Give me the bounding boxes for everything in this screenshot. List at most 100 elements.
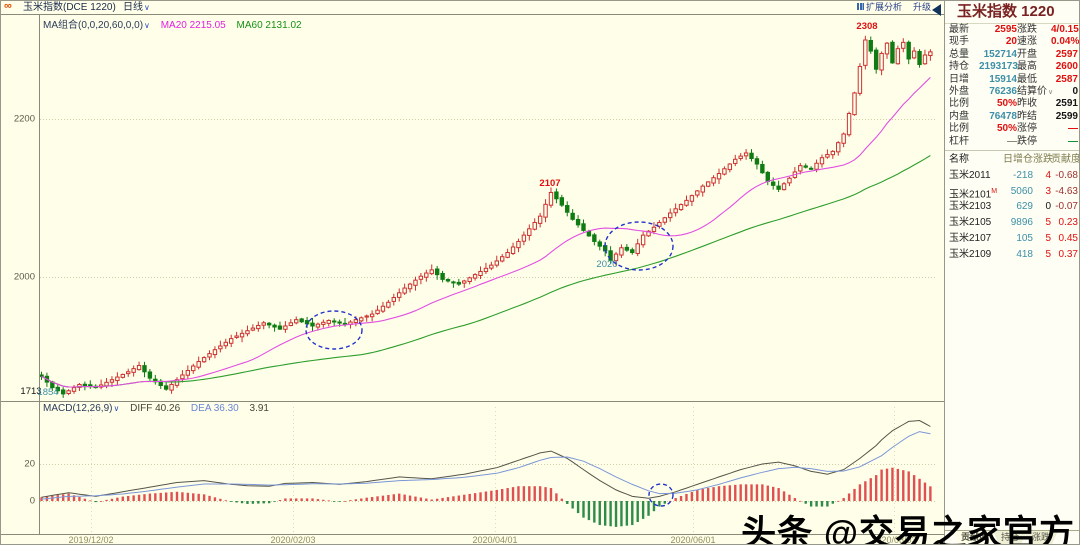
quote-field-value: 50%	[996, 123, 1017, 135]
axis-frame-lines	[1, 14, 944, 535]
period-dropdown[interactable]: 日线∨	[123, 1, 150, 14]
quote-field-value: 152714	[983, 48, 1017, 60]
bar-chart-icon	[857, 3, 864, 10]
quote-row: 杠杆 — 跌停 —	[945, 135, 1079, 148]
chart-titlebar: ∞ 玉米指数(DCE 1220) 日线∨ 扩展分析 升级	[1, 1, 944, 14]
chart-gridlines	[40, 119, 936, 533]
main-contract-marker: M	[991, 187, 998, 195]
quote-field-value: 2595	[994, 24, 1017, 35]
contract-name: 玉米2107	[949, 232, 992, 244]
dea-value-label: DEA 36.30	[190, 403, 239, 414]
quote-panel-tabs: 贡献度 持仓 涨跌	[945, 530, 1079, 545]
quote-field-label: 涨跌	[1017, 24, 1037, 35]
macd-indicator	[40, 419, 932, 527]
quote-row: 持仓 2193173 最高 2600	[945, 61, 1079, 73]
ma-group-dropdown[interactable]: MA组合(0,0,20,60,0,0)∨	[43, 20, 150, 31]
contract-row[interactable]: 玉米2107 105 5 0.45	[945, 231, 1079, 247]
quote-field-label: 昨收	[1017, 98, 1037, 110]
panel-collapse-arrow-icon[interactable]	[932, 4, 941, 16]
contract-name: 玉米2105	[949, 217, 992, 229]
contract-open-interest-change: 9896	[1010, 217, 1033, 229]
contracts-table: 名称 日增仓 涨跌 贡献度 玉米2011 -218 4 -0.68 玉米2101M 5060 3 -4…	[945, 150, 1079, 263]
chevron-down-icon: ∨	[144, 21, 150, 30]
quote-row: 比例 50% 昨收 2591	[945, 98, 1079, 110]
quote-panel-title: 玉米指数 1220	[945, 1, 1079, 24]
symbol-title: 玉米指数(DCE 1220)	[23, 2, 116, 13]
contract-row[interactable]: 玉米2011 -218 4 -0.68	[945, 168, 1079, 184]
contract-open-interest-change: 629	[1016, 201, 1033, 213]
contract-row[interactable]: 玉米2101M 5060 3 -4.63	[945, 184, 1079, 200]
moving-average-lines	[41, 77, 931, 388]
contract-contribution: -0.07	[1055, 201, 1078, 213]
contract-open-interest-change: 5060	[1010, 185, 1033, 197]
contracts-column-header: 名称	[949, 154, 969, 165]
contract-price-change: 5	[1045, 232, 1051, 244]
quote-field-value: 20	[1005, 36, 1017, 48]
quote-row: 现手 20 速涨 0.04%	[945, 36, 1080, 48]
quote-field-label: 现手	[949, 36, 969, 48]
panel-tab-涨跌[interactable]: 涨跌	[1024, 531, 1058, 544]
contracts-table-header: 名称 日增仓 涨跌 贡献度	[945, 152, 1079, 168]
contracts-column-header: 日增仓	[1003, 154, 1033, 165]
quote-field-value: 2600	[1055, 61, 1078, 73]
contract-contribution: 0.37	[1058, 248, 1078, 260]
quote-panel: 玉米指数 1220 最新2595涨跌4/0.15%现手20速涨0.04%总量15…	[944, 1, 1080, 545]
quote-field-label: 最新	[949, 24, 969, 35]
upgrade-button[interactable]: 升级	[913, 1, 931, 14]
quote-field-label: 最低	[1017, 73, 1037, 85]
contract-row[interactable]: 玉米2109 418 5 0.37	[945, 247, 1079, 263]
extended-analysis-label: 扩展分析	[866, 2, 903, 12]
quote-field-value: 2599	[1055, 110, 1078, 122]
contract-contribution: -0.68	[1055, 169, 1078, 181]
quote-field-value: 2591	[1055, 98, 1078, 110]
chevron-down-icon: ∨	[113, 404, 120, 413]
settlement-dropdown-icon[interactable]: ∨	[1048, 88, 1054, 96]
upgrade-label: 升级	[913, 2, 932, 12]
contract-name: 玉米2101M	[949, 187, 998, 200]
contract-name: 玉米2109	[949, 248, 992, 260]
quote-field-label: 跌停	[1017, 135, 1037, 147]
panel-tab-贡献度[interactable]: 贡献度	[953, 531, 996, 544]
quote-field-value: 2597	[1055, 48, 1078, 60]
macd-dropdown[interactable]: MACD(12,26,9)∨	[43, 403, 119, 414]
contract-row[interactable]: 玉米2105 9896 5 0.23	[945, 215, 1079, 231]
contract-open-interest-change: 418	[1016, 248, 1033, 260]
contract-contribution: 0.45	[1058, 232, 1078, 244]
quote-field-value: 15914	[989, 73, 1017, 85]
quote-field-label: 内盘	[949, 110, 969, 122]
quote-field-label: 速涨	[1017, 36, 1037, 48]
quote-field-value: 2193173	[979, 61, 1018, 73]
quote-field-label: 杠杆	[949, 135, 969, 147]
contract-price-change: 5	[1045, 248, 1051, 260]
quote-field-label: 开盘	[1017, 48, 1037, 60]
quote-field-value: 76236	[989, 85, 1017, 97]
ma60-value-label: MA60 2131.02	[236, 20, 302, 31]
panel-tab-持仓[interactable]: 持仓	[993, 531, 1027, 544]
quote-row: 日增 15914 最低 2587	[945, 73, 1079, 86]
contract-contribution: 0.23	[1058, 217, 1078, 229]
quote-field-value: 4/0.15%	[1051, 24, 1079, 35]
macd-name-label: MACD(12,26,9)	[43, 403, 113, 414]
quote-field-value: —	[1068, 135, 1078, 147]
quote-field-label: 总量	[949, 48, 969, 60]
contract-price-change: 4	[1045, 169, 1051, 181]
extended-analysis-button[interactable]: 扩展分析	[857, 1, 902, 14]
quote-row: 内盘 76478 昨结 2599	[945, 110, 1079, 123]
watermark-text: 头条 @交易之家官方	[741, 514, 1075, 545]
quote-field-label: 持仓	[949, 61, 969, 73]
candlesticks	[39, 35, 933, 398]
chevron-down-icon: ∨	[144, 3, 150, 12]
quote-field-value: 50%	[996, 98, 1017, 110]
period-label: 日线	[123, 2, 143, 13]
contract-name: 玉米2011	[949, 169, 991, 181]
quote-field-label: 外盘	[949, 85, 969, 97]
quote-field-label: 最高	[1017, 61, 1037, 73]
contract-row[interactable]: 玉米2103 629 0 -0.07	[945, 199, 1079, 215]
contract-open-interest-change: 105	[1016, 232, 1033, 244]
contract-open-interest-change: -218	[1012, 169, 1033, 181]
quote-field-value: 0.04%	[1051, 36, 1080, 48]
quote-field-value: 2587	[1055, 73, 1078, 85]
quote-row: 总量 152714 开盘 2597	[945, 48, 1079, 61]
